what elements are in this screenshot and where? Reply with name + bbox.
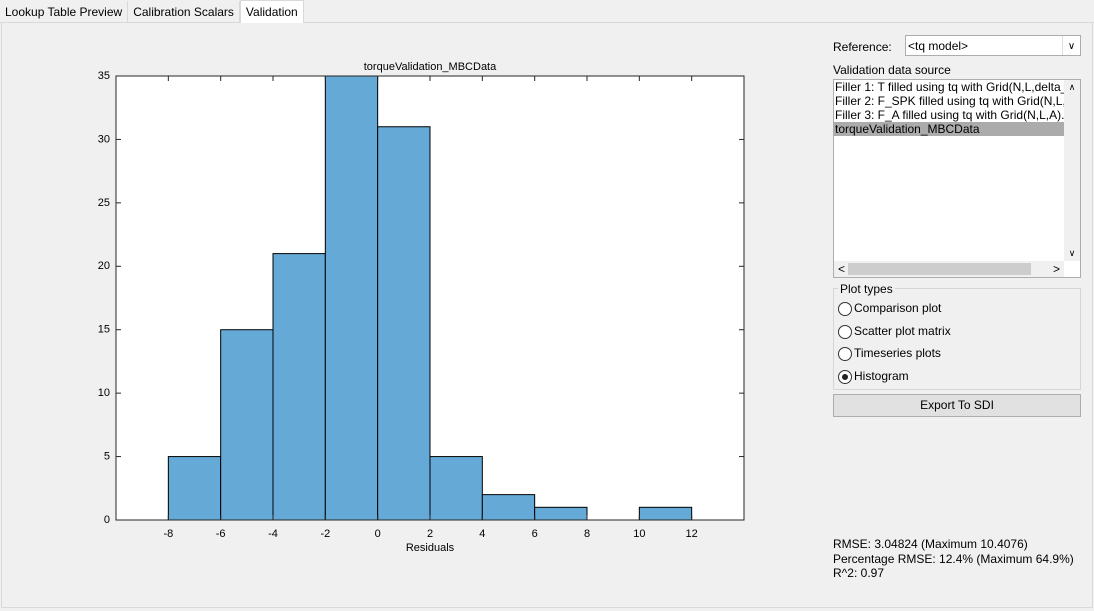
radio-label: Comparison plot (854, 301, 942, 315)
tab[interactable]: Validation (239, 0, 304, 23)
x-tick-label: 4 (479, 528, 485, 540)
x-tick-label: 2 (427, 528, 433, 540)
reference-label: Reference: (833, 40, 892, 54)
group-label: Plot types (838, 282, 895, 296)
x-tick-label: 12 (686, 528, 698, 540)
x-tick-label: 10 (633, 528, 645, 540)
radio-button[interactable] (838, 324, 852, 339)
chart-title: torqueValidation_MBCData (364, 61, 497, 73)
radio-label: Scatter plot matrix (854, 323, 951, 338)
radio-dot (842, 374, 848, 381)
reference-dropdown[interactable]: <tq model> ∨ (905, 35, 1081, 56)
bar (220, 329, 274, 521)
list-item[interactable]: Filler 1: T filled using tq with Grid(N,… (835, 80, 1065, 94)
radio-button[interactable] (838, 370, 852, 385)
stat-line: R^2: 0.97 (833, 566, 884, 580)
list-item[interactable]: Filler 3: F_A filled using tq with Grid(… (835, 108, 1065, 122)
radio-button[interactable] (838, 347, 852, 362)
chart: torqueValidation_MBCData Residuals -8 -6 -4 -… (98, 61, 745, 554)
x-tick-label: 0 (375, 528, 381, 540)
bar (272, 253, 326, 521)
y-tick-label: 10 (98, 387, 110, 399)
x-tick-label: 6 (532, 528, 538, 540)
bar (481, 494, 536, 521)
x-tick-label: -6 (216, 528, 226, 540)
bar (534, 506, 588, 521)
list-item[interactable]: Filler 2: F_SPK filled using tq with Gri… (835, 94, 1065, 108)
x-tick-label: -4 (268, 528, 278, 540)
tab[interactable]: Lookup Table Preview (0, 1, 129, 22)
x-tick-label: -2 (320, 528, 330, 540)
panel (1, 22, 1093, 608)
bar (377, 126, 431, 521)
plot-types-group: Plot types Comparison plot Scatter plot ma… (833, 282, 1081, 390)
y-tick-label: 0 (104, 514, 110, 526)
bar (429, 456, 483, 521)
y-tick-label: 20 (98, 260, 110, 272)
stat-line: RMSE: 3.04824 (Maximum 10.4076) (833, 537, 1028, 551)
x-tick-label: -8 (163, 528, 173, 540)
y-tick-label: 5 (104, 450, 110, 462)
y-tick-label: 35 (98, 70, 110, 82)
list-item[interactable]: torqueValidation_MBCData (834, 122, 1065, 136)
dropdown-value: <tq model> (908, 39, 969, 53)
y-tick-label: 30 (98, 133, 110, 145)
y-tick-label: 25 (98, 197, 110, 209)
stats: RMSE: 3.04824 (Maximum 10.4076) Percentag… (833, 537, 1074, 581)
data-source-label: Validation data source (833, 63, 951, 77)
bar (638, 506, 693, 521)
radio-label: Histogram (854, 369, 909, 384)
data-source-list[interactable]: ∧ ∨ < > Filler 1: T filled using tq with G… (833, 79, 1081, 278)
x-axis-label: Residuals (406, 542, 455, 554)
x-tick-label: 8 (584, 528, 590, 540)
stat-line: Percentage RMSE: 12.4% (Maximum 64.9%) (833, 551, 1074, 566)
export-button[interactable]: Export To SDI (833, 394, 1081, 417)
radio-label: Timeseries plots (854, 346, 941, 361)
bar (324, 75, 379, 521)
bar (167, 456, 222, 521)
radio-button[interactable] (838, 302, 852, 316)
tab-bar: Lookup Table Preview Calibration Scalars V… (0, 0, 1094, 23)
y-tick-label: 15 (98, 324, 110, 336)
tab[interactable]: Calibration Scalars (128, 1, 240, 22)
